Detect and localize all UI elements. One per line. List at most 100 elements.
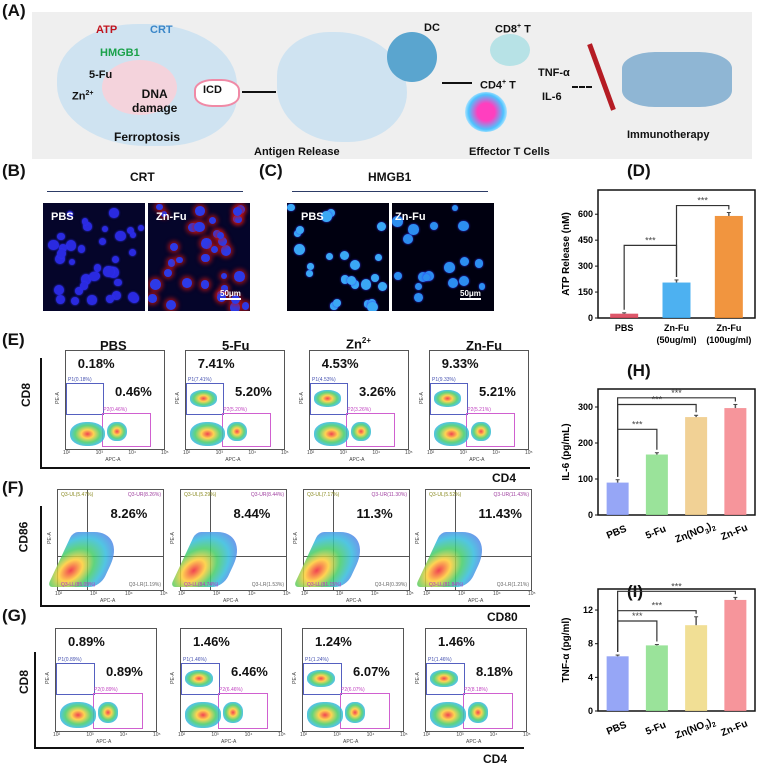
quadrant-ll-label: Q3-LL(81.15%) bbox=[307, 582, 342, 588]
x-tick-label: 10⁵ bbox=[278, 732, 286, 738]
dashed-arrow-icon bbox=[572, 86, 592, 88]
cd8-text: CD8 bbox=[495, 23, 518, 36]
cd8-sup: + bbox=[517, 23, 522, 30]
nucleus-spot bbox=[56, 295, 66, 305]
x-tick-label: 10³ bbox=[90, 591, 98, 597]
nucleus-spot bbox=[68, 259, 76, 266]
bar bbox=[606, 656, 629, 711]
cd4-t-cell-illustration bbox=[465, 92, 507, 132]
nucleus-spot bbox=[66, 210, 73, 217]
bar-group: PBS bbox=[605, 479, 629, 542]
quadrant-ll-label: Q3-LL(85.09%) bbox=[61, 582, 96, 588]
x-tick-label: Zn(NO3)2 bbox=[674, 716, 718, 744]
nucleus-spot bbox=[176, 257, 183, 264]
x-tick-label: 10² bbox=[183, 450, 191, 456]
significance-bracket: *** bbox=[617, 581, 736, 653]
effector-t-cells-label: Effector T Cells bbox=[469, 146, 550, 158]
y-axis-title: ATP Release (nM) bbox=[561, 212, 572, 296]
x-tick-label: (100ug/ml) bbox=[706, 335, 751, 345]
y-axis-small-label: PE-A bbox=[44, 672, 51, 684]
cell-population-density bbox=[70, 421, 106, 447]
f-x-axis-arrow bbox=[40, 605, 530, 607]
cd4-t-text: T bbox=[506, 79, 516, 92]
y-axis-title: TNF-α (pg/ml) bbox=[561, 617, 572, 682]
atp-label: ATP bbox=[96, 24, 118, 36]
panel-label-d: (D) bbox=[627, 161, 651, 180]
x-axis-small-label: APC-A bbox=[468, 598, 484, 604]
quadrant-ur-label: Q3-UR(11.30%) bbox=[371, 492, 407, 498]
cell-population-density bbox=[190, 421, 226, 447]
x-axis-small-label: APC-A bbox=[469, 457, 485, 463]
nucleus-spot bbox=[170, 243, 179, 252]
nucleus-spot bbox=[53, 284, 64, 296]
x-axis-small-label: APC-A bbox=[96, 739, 112, 745]
quadrant-ul-label: Q3-UL(5.52%) bbox=[429, 492, 462, 498]
x-tick-label: 10⁵ bbox=[281, 450, 289, 456]
cd4-text: CD4 bbox=[480, 79, 503, 92]
bar-group: PBS bbox=[610, 312, 639, 333]
f-x-axis-label: CD80 bbox=[487, 610, 518, 624]
il6-label: IL-6 bbox=[542, 91, 562, 103]
gate-p1 bbox=[310, 383, 349, 415]
label-part: 3 bbox=[704, 528, 710, 536]
nucleus-spot bbox=[130, 231, 137, 238]
x-tick-label: 10⁵ bbox=[160, 591, 168, 597]
x-tick-label: 10³ bbox=[336, 591, 344, 597]
quadrant-lr-label: Q3-LR(1.53%) bbox=[251, 582, 284, 588]
nucleus-spot bbox=[137, 225, 144, 232]
gate-p1 bbox=[66, 383, 105, 415]
panel-label-b: (B) bbox=[2, 161, 26, 180]
gate-p1 bbox=[186, 383, 225, 415]
nucleus-spot bbox=[114, 278, 123, 287]
panel-label-c: (C) bbox=[259, 161, 283, 180]
cell-population-density bbox=[351, 421, 371, 442]
y-tick-label: 8 bbox=[588, 639, 593, 649]
x-tick-label: 10⁴ bbox=[492, 450, 501, 456]
chart-i-tnf: 0 4 8 12 TNF-α (pg/ml) PBS 5-Fu Zn(NO3)2 Zn-Fu **… bbox=[561, 581, 756, 744]
x-axis-small-label: APC-A bbox=[105, 457, 121, 463]
e-y-axis-label: CD8 bbox=[19, 382, 34, 408]
bar bbox=[662, 282, 691, 318]
nucleus-spot bbox=[106, 295, 114, 304]
x-tick-label: PBS bbox=[605, 720, 628, 738]
significance-label: *** bbox=[671, 581, 682, 591]
crt-label: CRT bbox=[150, 24, 173, 36]
nucleus-spot bbox=[71, 296, 80, 305]
image-label: PBS bbox=[51, 211, 74, 223]
p2-percentage: 0.46% bbox=[115, 384, 152, 400]
flow-plot-g-3: PE-A APC-A 10² 10³ 10⁴ 10⁵ P1(1.46%) P2(8.18%) 1… bbox=[415, 628, 531, 745]
significance-label: *** bbox=[697, 196, 708, 206]
x-tick-label: 10³ bbox=[456, 732, 464, 738]
g-y-axis-label: CD8 bbox=[17, 669, 32, 695]
x-axis-small-label: APC-A bbox=[466, 739, 482, 745]
gate-p1-label: P1(1.24%) bbox=[305, 656, 329, 663]
x-tick-label: Zn-Fu bbox=[664, 323, 689, 333]
quadrant-ur-label: Q3-UR(8.26%) bbox=[127, 492, 161, 498]
flow-plot-e-2: PE-A APC-A 10² 10³ 10⁴ 10⁵ P1(4.53%) P2(3.26%) 4… bbox=[299, 350, 413, 463]
x-tick-label: 10⁵ bbox=[283, 591, 291, 597]
cd8-t-text: T bbox=[521, 23, 531, 36]
x-tick-label: 10⁴ bbox=[125, 591, 133, 597]
cell-population-density bbox=[47, 532, 126, 587]
g-y-axis-arrow bbox=[34, 652, 36, 748]
nucleus-spot bbox=[163, 269, 172, 278]
nucleus-spot bbox=[221, 285, 228, 292]
cd4-t-label: CD4+ T bbox=[480, 79, 516, 92]
5fu-label: 5-Fu bbox=[89, 69, 113, 81]
bar bbox=[606, 482, 629, 515]
nucleus-spot bbox=[93, 264, 102, 273]
y-axis-small-label: PE-A bbox=[292, 532, 299, 544]
cell-population-density bbox=[345, 702, 365, 723]
nucleus-spot bbox=[360, 279, 372, 290]
nucleus-spot bbox=[370, 273, 379, 282]
bar bbox=[645, 645, 668, 711]
label-part: 2 bbox=[711, 721, 717, 729]
nucleus-spot bbox=[241, 302, 250, 310]
p2-percentage: 6.07% bbox=[353, 663, 390, 679]
y-tick-label: 0 bbox=[588, 706, 593, 716]
y-axis-small-label: PE-A bbox=[46, 532, 53, 544]
x-tick-label: 10³ bbox=[458, 591, 466, 597]
label-part: Zn(NO bbox=[674, 524, 707, 546]
nucleus-spot bbox=[108, 267, 120, 278]
cell-population-density bbox=[434, 390, 462, 407]
